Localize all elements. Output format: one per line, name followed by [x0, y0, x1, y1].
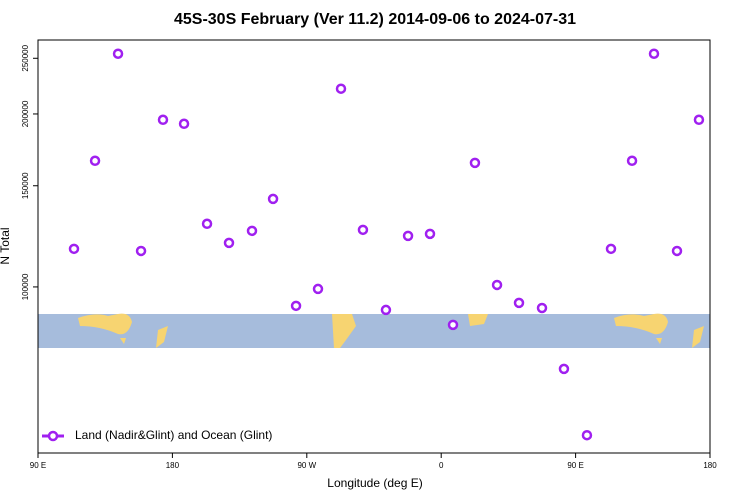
point [581, 429, 593, 441]
point [402, 230, 414, 242]
point [223, 237, 235, 249]
y-axis-label: N Total [0, 227, 12, 264]
point [246, 225, 258, 237]
point [605, 243, 617, 255]
point [357, 224, 369, 236]
point [558, 363, 570, 375]
point [135, 245, 147, 257]
point [89, 155, 101, 167]
x-tick-label: 90 W [297, 461, 316, 470]
chart-title: 45S-30S February (Ver 11.2) 2014-09-06 t… [174, 11, 576, 28]
point [335, 83, 347, 94]
point [536, 302, 548, 314]
point [267, 193, 279, 205]
map-strip [38, 313, 710, 348]
point [693, 114, 705, 126]
point [68, 243, 80, 255]
point [513, 297, 525, 309]
legend-label: Land (Nadir&Glint) and Ocean (Glint) [75, 428, 272, 442]
y-tick-label: 150000 [21, 172, 30, 199]
plot-frame [37, 39, 711, 454]
x-tick-label: 90 E [30, 461, 46, 470]
point [157, 114, 169, 126]
point [112, 48, 124, 59]
point [178, 118, 190, 130]
x-tick-label: 180 [703, 461, 717, 470]
point [447, 319, 459, 331]
point [671, 245, 683, 257]
point [626, 155, 638, 167]
point [469, 157, 481, 169]
point [424, 228, 436, 240]
x-tick-label: 0 [439, 461, 444, 470]
y-tick-label: 250000 [21, 44, 30, 71]
point [201, 218, 213, 230]
point [312, 283, 324, 295]
point [380, 304, 392, 316]
point [648, 48, 660, 59]
y-tick-label: 200000 [21, 100, 30, 127]
x-axis-label: Longitude (deg E) [327, 476, 422, 490]
point [290, 300, 302, 312]
y-tick-label: 100000 [21, 273, 30, 300]
x-tick-label: 90 E [567, 461, 583, 470]
legend-marker [47, 430, 59, 442]
x-tick-label: 180 [166, 461, 180, 470]
point [491, 279, 503, 291]
